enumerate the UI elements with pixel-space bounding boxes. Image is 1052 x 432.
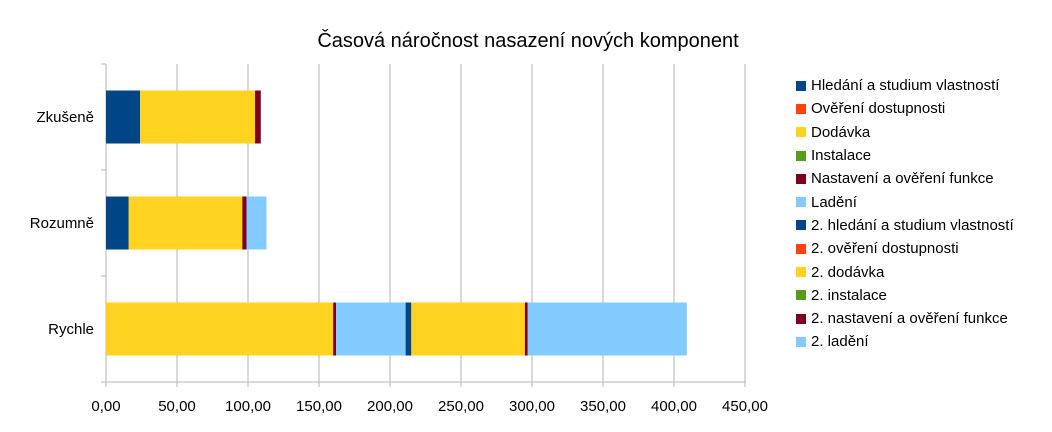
bar-segment <box>246 196 267 250</box>
x-tick-label: 400,00 <box>651 398 697 415</box>
x-tick-label: 300,00 <box>509 398 555 415</box>
legend-item: 2. ověření dostupnosti <box>796 237 1046 260</box>
legend-swatch <box>796 80 806 91</box>
bar-segment <box>411 302 525 356</box>
legend-item: 2. instalace <box>796 284 1046 307</box>
x-tick-label: 250,00 <box>438 398 484 415</box>
y-category-label: Rychle <box>48 321 94 338</box>
legend-item: Instalace <box>796 144 1046 167</box>
legend-label: Nastavení a ověření funkce <box>811 170 994 188</box>
x-tick-label: 200,00 <box>367 398 413 415</box>
bar-segment <box>524 302 528 356</box>
x-tick-label: 0,00 <box>91 398 120 415</box>
legend-label: Dodávka <box>811 123 871 141</box>
x-tick-label: 150,00 <box>296 398 342 415</box>
y-category-label: Rozumně <box>30 215 94 232</box>
legend-label: 2. ověření dostupnosti <box>811 240 959 258</box>
legend-label: 2. dodávka <box>811 263 885 281</box>
legend-swatch <box>796 220 806 231</box>
bar-segment <box>242 196 247 250</box>
bar-segment <box>128 196 243 250</box>
x-tick-label: 100,00 <box>225 398 271 415</box>
legend-item: 2. nastavení a ověření funkce <box>796 307 1046 330</box>
legend-swatch <box>796 243 806 254</box>
bar-segment <box>106 196 129 250</box>
bar-segment <box>336 302 406 356</box>
legend-swatch <box>796 313 806 324</box>
bar-segment <box>405 302 412 356</box>
bar-segment <box>106 90 141 144</box>
legend-swatch <box>796 336 806 347</box>
legend-swatch <box>796 197 806 208</box>
chart-legend: Hledání a studium vlastností Ověření dost… <box>796 74 1046 354</box>
chart-title: Časová náročnost nasazení nových kompone… <box>317 29 739 52</box>
x-tick-label: 350,00 <box>580 398 626 415</box>
legend-label: Hledání a studium vlastností <box>811 77 1000 95</box>
legend-label: Instalace <box>811 147 872 165</box>
legend-item: Hledání a studium vlastností <box>796 74 1046 97</box>
bar-segment <box>106 302 334 356</box>
bar-segment <box>255 90 261 144</box>
legend-label: 2. hledání a studium vlastností <box>811 216 1014 234</box>
bar-segment <box>527 302 687 356</box>
plot-area: 0,00 50,00 100,00 150,00 200,00 250,00 300,00 3… <box>30 63 768 415</box>
legend-item: 2. hledání a studium vlastností <box>796 214 1046 237</box>
legend-label: 2. instalace <box>811 286 887 304</box>
legend-item: 2. ladění <box>796 330 1046 353</box>
legend-label: Ověření dostupnosti <box>811 100 946 118</box>
legend-label: Ladění <box>811 193 857 211</box>
x-tick-label: 450,00 <box>722 398 768 415</box>
y-category-label: Zkušeně <box>36 109 94 126</box>
legend-item: Dodávka <box>796 121 1046 144</box>
legend-item: Nastavení a ověření funkce <box>796 167 1046 190</box>
legend-swatch <box>796 103 806 114</box>
bar-segment <box>333 302 337 356</box>
legend-item: 2. dodávka <box>796 260 1046 283</box>
bar-segment <box>140 90 256 144</box>
legend-swatch <box>796 127 806 138</box>
legend-swatch <box>796 267 806 278</box>
legend-item: Ověření dostupnosti <box>796 97 1046 120</box>
legend-label: 2. ladění <box>811 333 869 351</box>
x-tick-label: 50,00 <box>158 398 196 415</box>
legend-item: Ladění <box>796 190 1046 213</box>
legend-label: 2. nastavení a ověření funkce <box>811 310 1008 328</box>
legend-swatch <box>796 290 806 301</box>
legend-swatch <box>796 173 806 184</box>
legend-swatch <box>796 150 806 161</box>
